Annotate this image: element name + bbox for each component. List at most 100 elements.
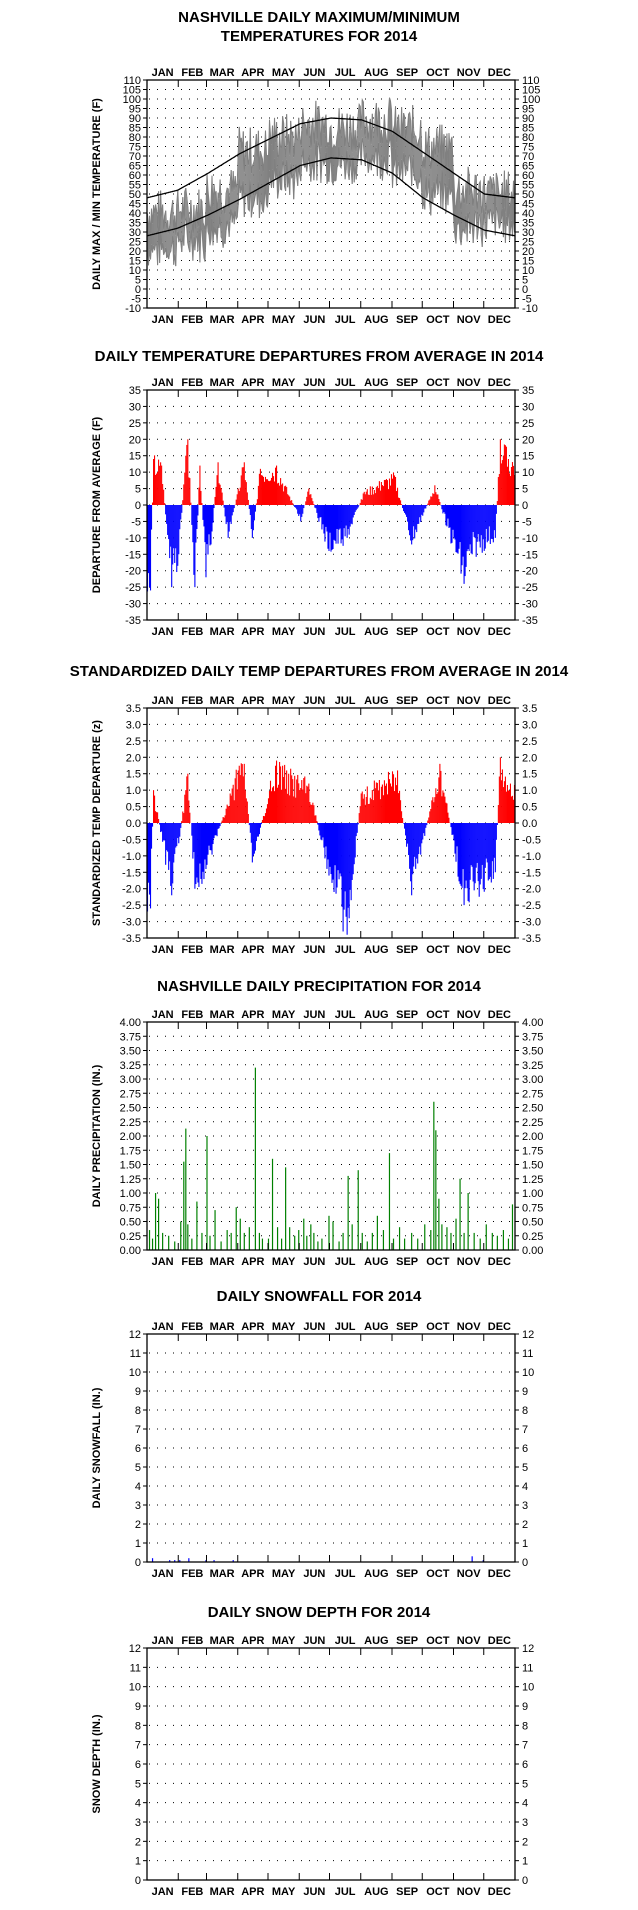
month-label-bottom: MAR	[210, 1886, 235, 1898]
y-tick-right: 90	[522, 113, 534, 125]
month-label-top: MAR	[210, 1635, 235, 1647]
month-label-bottom: SEP	[396, 1886, 418, 1898]
month-label-top: DEC	[488, 1321, 511, 1333]
y-tick-right: 2	[522, 1519, 528, 1531]
month-label-top: OCT	[426, 1321, 450, 1333]
y-tick-left: -1.0	[122, 851, 141, 863]
y-tick-left: 1.5	[126, 769, 141, 781]
month-label-bottom: NOV	[457, 1568, 482, 1580]
y-tick-right: 8	[522, 1405, 528, 1417]
y-tick-right: 6	[522, 1759, 528, 1771]
y-tick-left: 6	[135, 1759, 141, 1771]
y-tick-right: 5	[522, 484, 528, 496]
month-label-bottom: SEP	[396, 1256, 418, 1268]
y-tick-left: 70	[129, 151, 141, 163]
y-tick-left: 0	[135, 500, 141, 512]
month-label-bottom: FEB	[181, 1256, 203, 1268]
y-tick-left: 2.0	[126, 752, 141, 764]
month-label-bottom: APR	[241, 626, 264, 638]
month-label-bottom: DEC	[488, 1886, 511, 1898]
y-tick-right: 5	[522, 1462, 528, 1474]
y-tick-left: 2.00	[120, 1131, 141, 1143]
month-label-top: JAN	[152, 377, 174, 389]
month-label-bottom: FEB	[181, 944, 203, 956]
y-tick-left: -35	[125, 615, 141, 627]
y-tick-left: 0	[135, 284, 141, 296]
y-tick-left: -5	[131, 516, 141, 528]
y-tick-left: 11	[130, 1662, 141, 1674]
month-label-bottom: MAY	[272, 1568, 296, 1580]
y-tick-right: 105	[522, 85, 540, 97]
y-tick-right: 2.0	[522, 752, 537, 764]
y-tick-left: 11	[130, 1348, 141, 1360]
month-label-top: AUG	[364, 695, 388, 707]
month-label-top: MAY	[272, 1009, 296, 1021]
month-label-bottom: APR	[241, 1256, 264, 1268]
month-label-bottom: DEC	[488, 944, 511, 956]
data-marks	[146, 757, 516, 935]
y-tick-left: 1.75	[120, 1145, 141, 1157]
y-tick-right: 70	[522, 151, 534, 163]
y-axis-label: STANDARDIZED TEMP DEPARTURE (z)	[91, 720, 103, 926]
y-tick-left: 15	[129, 256, 141, 268]
y-tick-right: 2	[522, 1836, 528, 1848]
month-label-top: NOV	[457, 695, 482, 707]
month-label-bottom: JUN	[303, 944, 325, 956]
y-tick-left: 65	[129, 161, 141, 173]
y-tick-right: 0	[522, 284, 528, 296]
y-tick-right: 0.00	[522, 1245, 543, 1257]
y-tick-left: 25	[129, 237, 141, 249]
month-label-bottom: SEP	[396, 944, 418, 956]
y-tick-right: -35	[522, 615, 538, 627]
y-tick-right: -2.5	[522, 900, 541, 912]
y-tick-left: 3.75	[120, 1031, 141, 1043]
y-tick-left: 45	[129, 199, 141, 211]
month-label-bottom: MAY	[272, 944, 296, 956]
y-tick-right: -15	[522, 549, 538, 561]
month-label-top: APR	[241, 1321, 264, 1333]
month-label-top: MAY	[272, 695, 296, 707]
y-tick-left: 2.75	[120, 1088, 141, 1100]
y-tick-left: -2.5	[122, 900, 141, 912]
y-tick-right: 20	[522, 246, 534, 258]
y-tick-left: 3	[135, 1500, 141, 1512]
y-tick-right: 9	[522, 1386, 528, 1398]
month-label-bottom: NOV	[457, 626, 482, 638]
month-label-top: FEB	[181, 1635, 203, 1647]
month-label-top: AUG	[364, 67, 388, 79]
month-label-bottom: NOV	[457, 944, 482, 956]
y-tick-left: 2.5	[126, 736, 141, 748]
y-tick-left: 5	[135, 484, 141, 496]
y-tick-right: 1.50	[522, 1160, 543, 1172]
prcp-chart: NASHVILLE DAILY PRECIPITATION FOR 2014 DA…	[91, 978, 543, 1268]
y-tick-right: 4.00	[522, 1017, 543, 1029]
month-label-bottom: OCT	[426, 626, 450, 638]
y-tick-right: 5	[522, 1778, 528, 1790]
month-label-bottom: JAN	[152, 1886, 174, 1898]
month-label-top: JAN	[152, 695, 174, 707]
y-tick-left: 50	[129, 189, 141, 201]
y-tick-left: 9	[135, 1701, 141, 1713]
month-label-bottom: JAN	[152, 1568, 174, 1580]
y-tick-right: 1.00	[522, 1188, 543, 1200]
y-tick-right: 20	[522, 434, 534, 446]
month-label-bottom: AUG	[364, 626, 388, 638]
month-label-bottom: JUN	[303, 1568, 325, 1580]
month-label-top: MAR	[210, 1009, 235, 1021]
y-tick-right: -20	[522, 566, 538, 578]
y-tick-left: 7	[135, 1424, 141, 1436]
month-label-bottom: JUL	[335, 1256, 356, 1268]
month-label-top: JUN	[303, 695, 325, 707]
y-tick-left: 3	[135, 1817, 141, 1829]
y-tick-left: 0.00	[120, 1245, 141, 1257]
y-tick-right: 0.0	[522, 818, 537, 830]
month-label-top: JAN	[152, 1009, 174, 1021]
y-tick-right: 3.75	[522, 1031, 543, 1043]
month-label-top: NOV	[457, 67, 482, 79]
y-tick-left: 0.75	[120, 1202, 141, 1214]
month-label-bottom: DEC	[488, 1568, 511, 1580]
y-tick-right: 3.5	[522, 703, 537, 715]
month-label-bottom: JAN	[152, 626, 174, 638]
y-tick-right: 2.25	[522, 1117, 543, 1129]
month-label-top: JUN	[303, 1635, 325, 1647]
